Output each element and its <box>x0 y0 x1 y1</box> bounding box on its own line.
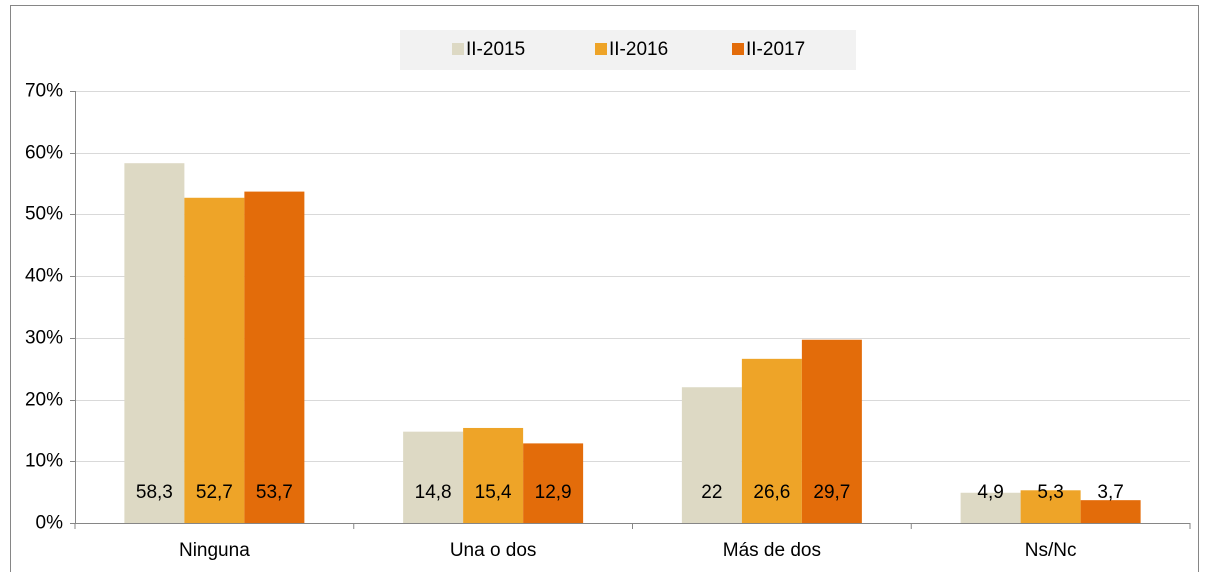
y-tick-label: 10% <box>25 451 63 472</box>
legend-label: II-2016 <box>609 39 668 60</box>
legend-swatch <box>595 43 607 55</box>
legend-label: II-2015 <box>466 39 525 60</box>
x-tick-label: Ninguna <box>179 540 250 561</box>
x-tick-label: Más de dos <box>723 540 821 561</box>
bar <box>741 358 802 523</box>
y-tick-label: 60% <box>25 143 63 164</box>
legend-swatch <box>452 43 464 55</box>
legend-swatch <box>732 43 744 55</box>
data-label: 52,7 <box>196 482 233 503</box>
x-tick-label: Una o dos <box>450 540 537 561</box>
bar <box>463 427 524 523</box>
data-label: 53,7 <box>256 482 293 503</box>
legend-box <box>400 30 856 70</box>
data-label: 22 <box>701 482 722 503</box>
data-label: 15,4 <box>475 482 512 503</box>
bar <box>124 163 185 523</box>
data-label: 3,7 <box>1097 482 1123 503</box>
data-label: 26,6 <box>753 482 790 503</box>
bar <box>681 387 742 523</box>
bar <box>801 339 862 523</box>
data-label: 29,7 <box>813 482 850 503</box>
x-tick-label: Ns/Nc <box>1025 540 1077 561</box>
data-label: 14,8 <box>415 482 452 503</box>
bar <box>1080 500 1141 523</box>
y-tick-label: 40% <box>25 266 63 287</box>
y-tick-label: 50% <box>25 204 63 225</box>
y-tick-label: 20% <box>25 390 63 411</box>
chart-frame <box>10 5 1199 572</box>
bar <box>960 492 1021 523</box>
legend-label: II-2017 <box>746 39 805 60</box>
bar <box>244 191 305 523</box>
y-tick-label: 70% <box>25 81 63 102</box>
bar <box>184 197 245 523</box>
bar <box>403 431 464 523</box>
bar <box>1020 490 1081 523</box>
y-tick-label: 0% <box>36 513 64 534</box>
y-tick-label: 30% <box>25 328 63 349</box>
data-label: 58,3 <box>136 482 173 503</box>
data-label: 12,9 <box>535 482 572 503</box>
data-label: 5,3 <box>1037 482 1063 503</box>
bar <box>523 443 584 523</box>
data-label: 4,9 <box>977 482 1003 503</box>
